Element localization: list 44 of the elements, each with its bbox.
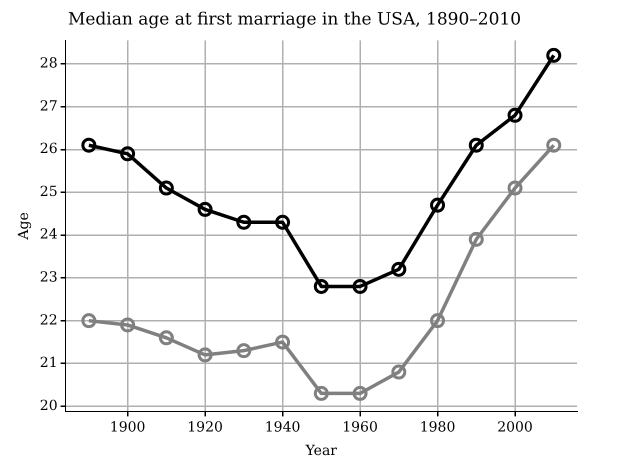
point xyxy=(120,317,136,332)
x-tick-label: 1940 xyxy=(264,419,300,436)
point xyxy=(508,180,523,196)
point xyxy=(352,386,368,401)
y-tick-label: 28 xyxy=(40,56,58,72)
point xyxy=(430,313,446,328)
x-tick-label: 1920 xyxy=(187,419,223,436)
y-axis-title: Age xyxy=(16,212,32,241)
point xyxy=(508,108,523,123)
x-axis-title: Year xyxy=(304,443,338,460)
y-tick-label: 24 xyxy=(40,226,58,243)
point xyxy=(430,198,446,213)
point xyxy=(391,364,406,380)
point xyxy=(120,146,136,162)
point xyxy=(468,138,484,153)
point xyxy=(391,262,406,277)
point xyxy=(275,214,290,230)
point xyxy=(275,334,290,350)
y-tick-label: 22 xyxy=(40,312,58,328)
point xyxy=(546,138,562,153)
y-tick-label: 25 xyxy=(40,184,58,200)
point xyxy=(352,278,368,294)
point xyxy=(158,330,174,346)
point xyxy=(236,343,252,358)
point xyxy=(81,313,96,328)
point xyxy=(314,278,329,294)
y-tick-label: 27 xyxy=(40,98,58,114)
point xyxy=(546,48,562,63)
y-tick-label: 20 xyxy=(40,398,58,414)
y-tick-label: 23 xyxy=(40,270,58,286)
point xyxy=(468,232,484,247)
point xyxy=(81,138,96,153)
point xyxy=(236,214,252,230)
point xyxy=(314,386,329,401)
y-tick-label: 26 xyxy=(40,141,58,158)
y-tick-label: 21 xyxy=(40,355,58,372)
point xyxy=(198,347,213,362)
point xyxy=(198,202,213,217)
x-tick-label: 1900 xyxy=(110,419,146,436)
x-tick-label: 2000 xyxy=(497,419,533,436)
chart-title: Median age at first marriage in the USA, 1890–2010 xyxy=(68,10,522,30)
x-tick-label: 1980 xyxy=(420,419,456,436)
x-tick-label: 1960 xyxy=(342,419,378,436)
point xyxy=(158,180,174,196)
